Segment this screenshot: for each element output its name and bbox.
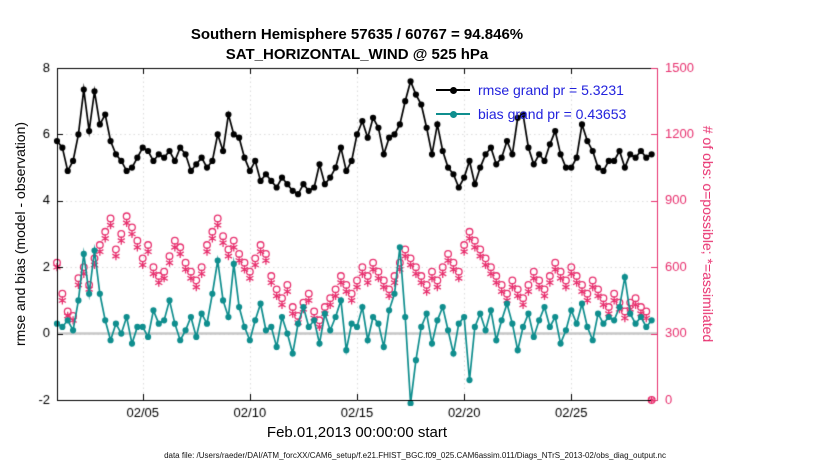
rmse-marker-icon <box>449 87 457 94</box>
right-axis-label: # of obs: o=possible; *=assimilated <box>700 125 716 343</box>
datafile-path: data file: /Users/raeder/DAI/ATM_forcXX/… <box>164 451 666 460</box>
bias-line-sample-icon <box>436 111 470 118</box>
rmse-line-sample-icon <box>436 87 470 94</box>
chart-title-line2: SAT_HORIZONTAL_WIND @ 525 hPa <box>225 46 489 63</box>
legend-label-bias: bias grand pr = 0.43653 <box>478 106 627 122</box>
legend-item-bias: bias grand pr = 0.43653 <box>436 102 626 126</box>
legend: rmse grand pr = 5.3231 bias grand pr = 0… <box>436 78 626 126</box>
bias-marker-icon <box>449 111 457 118</box>
legend-label-rmse: rmse grand pr = 5.3231 <box>478 82 624 98</box>
x-axis-label: Feb.01,2013 00:00:00 start <box>266 424 448 441</box>
left-axis-label: rmse and bias (model - observation) <box>12 121 28 347</box>
legend-item-rmse: rmse grand pr = 5.3231 <box>436 78 626 102</box>
chart-title-line1: Southern Hemisphere 57635 / 60767 = 94.8… <box>190 26 524 43</box>
